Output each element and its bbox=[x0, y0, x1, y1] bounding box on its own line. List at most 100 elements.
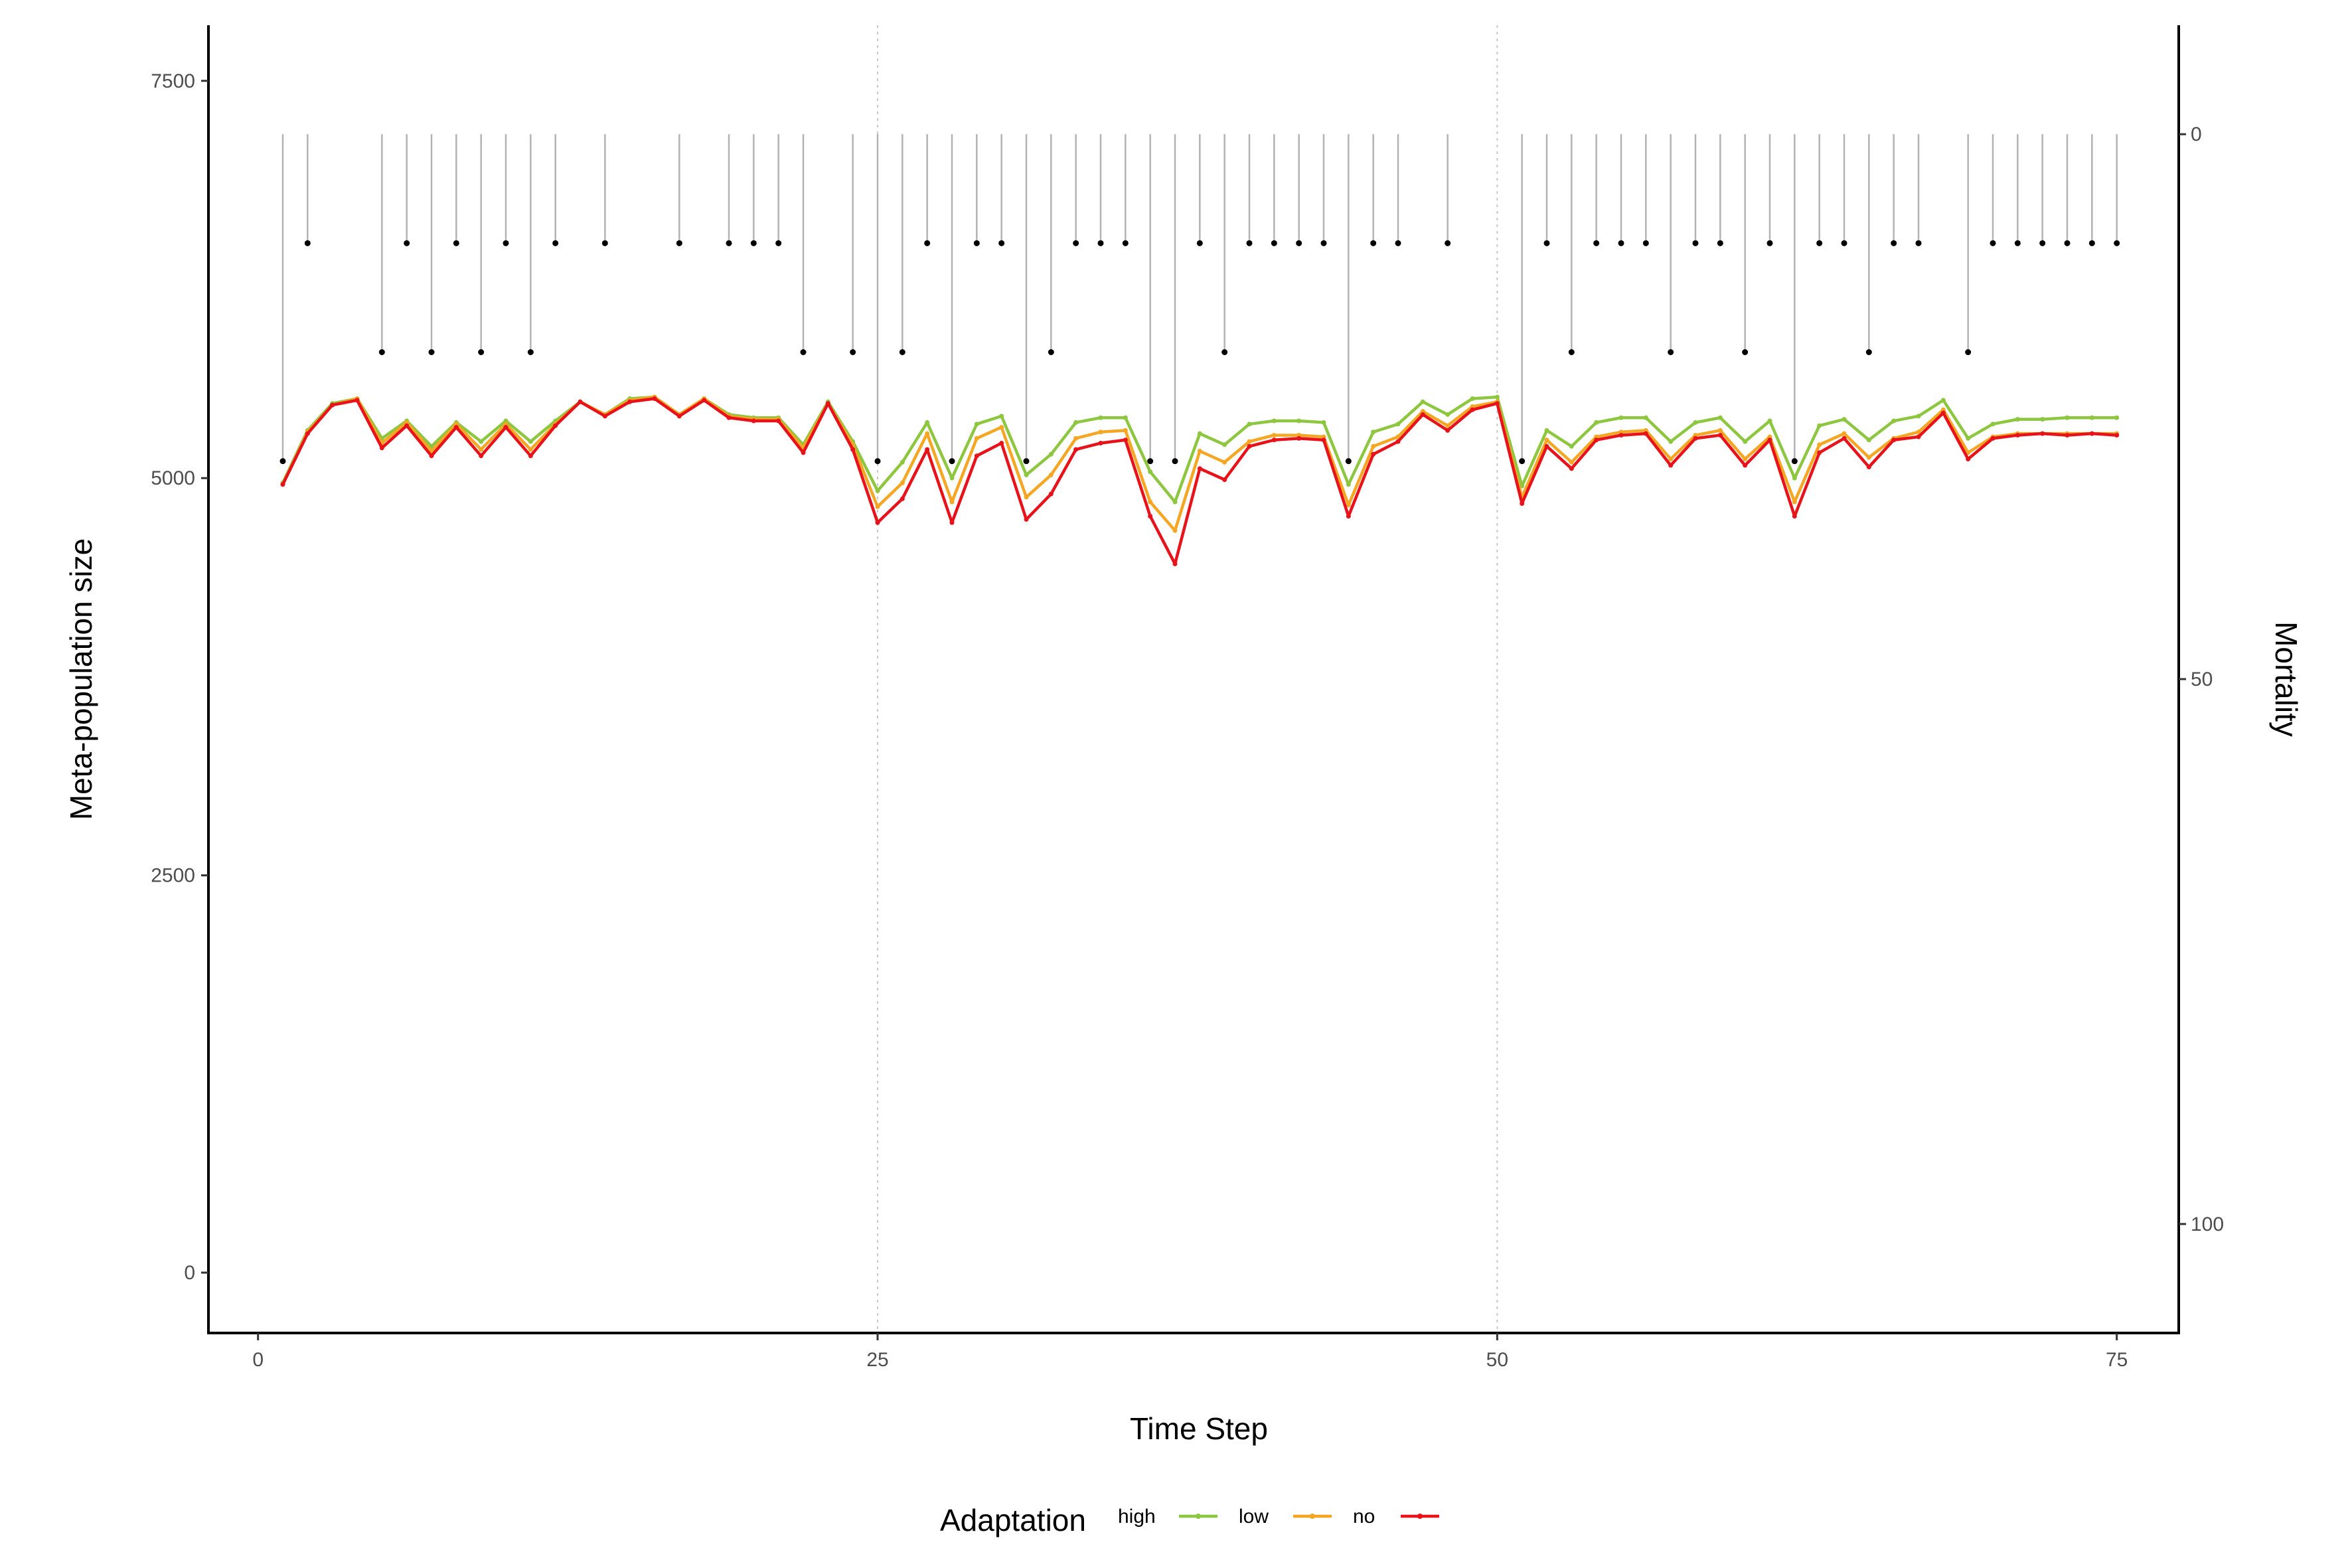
series-point-high-39 bbox=[1222, 442, 1227, 447]
series-point-high-33 bbox=[1073, 420, 1079, 425]
series-point-high-63 bbox=[1817, 423, 1822, 428]
legend-key-point-low bbox=[1310, 1514, 1315, 1519]
series-point-low-53 bbox=[1569, 459, 1574, 465]
series-point-no-28 bbox=[949, 520, 955, 525]
series-point-low-44 bbox=[1346, 503, 1351, 508]
mortality-point-45 bbox=[1370, 240, 1377, 246]
series-point-high-50 bbox=[1494, 394, 1500, 400]
x-tick-label-50: 50 bbox=[1486, 1349, 1508, 1371]
mortality-point-66 bbox=[1891, 240, 1897, 246]
series-point-low-65 bbox=[1866, 455, 1871, 460]
series-point-high-71 bbox=[2015, 417, 2020, 422]
series-point-low-48 bbox=[1445, 423, 1450, 428]
series-point-no-59 bbox=[1717, 433, 1723, 438]
y2-tick-label-0: 0 bbox=[2191, 123, 2202, 145]
series-point-no-10 bbox=[503, 425, 509, 430]
series-point-no-61 bbox=[1767, 437, 1772, 443]
mortality-point-22 bbox=[800, 349, 807, 355]
series-point-high-43 bbox=[1321, 420, 1326, 425]
series-point-low-46 bbox=[1395, 434, 1401, 439]
series-point-no-27 bbox=[925, 447, 930, 452]
series-point-high-27 bbox=[925, 420, 930, 425]
legend-key-point-no bbox=[1417, 1514, 1423, 1519]
series-point-high-47 bbox=[1420, 399, 1425, 404]
series-point-no-69 bbox=[1966, 456, 1971, 461]
series-point-no-49 bbox=[1470, 407, 1475, 412]
series-point-no-75 bbox=[2114, 433, 2120, 438]
mortality-point-60 bbox=[1742, 349, 1749, 355]
series-point-low-25 bbox=[875, 504, 880, 509]
y-tick-label-2500: 2500 bbox=[151, 865, 195, 887]
legend-label-high: high bbox=[1118, 1506, 1156, 1528]
mortality-point-29 bbox=[973, 240, 980, 246]
series-point-no-6 bbox=[404, 423, 410, 428]
series-point-no-62 bbox=[1792, 514, 1797, 519]
series-point-low-49 bbox=[1470, 404, 1475, 409]
series-point-high-72 bbox=[2040, 417, 2045, 422]
series-point-no-60 bbox=[1743, 463, 1748, 468]
mortality-point-9 bbox=[478, 349, 485, 355]
x-tick-label-75: 75 bbox=[2106, 1349, 2128, 1371]
x-tick-label-0: 0 bbox=[252, 1349, 264, 1371]
series-point-no-26 bbox=[900, 496, 905, 501]
mortality-point-58 bbox=[1692, 240, 1699, 246]
series-point-high-11 bbox=[528, 439, 533, 444]
series-point-no-35 bbox=[1123, 437, 1128, 443]
series-point-low-39 bbox=[1222, 459, 1227, 465]
series-point-no-20 bbox=[751, 418, 756, 424]
legend-key-point-high bbox=[1196, 1514, 1201, 1519]
series-point-low-6 bbox=[404, 420, 410, 425]
series-point-no-36 bbox=[1148, 514, 1153, 519]
series-point-high-36 bbox=[1148, 469, 1153, 475]
series-point-high-37 bbox=[1172, 499, 1178, 505]
series-point-low-37 bbox=[1172, 528, 1178, 533]
series-point-low-55 bbox=[1618, 430, 1624, 435]
series-point-no-13 bbox=[578, 399, 583, 404]
series-point-high-65 bbox=[1866, 437, 1871, 443]
series-point-high-69 bbox=[1966, 435, 1971, 441]
mortality-point-37 bbox=[1172, 458, 1178, 465]
mortality-point-48 bbox=[1445, 240, 1451, 246]
series-point-no-55 bbox=[1618, 433, 1624, 438]
mortality-lollipops bbox=[279, 134, 2120, 465]
series-point-high-64 bbox=[1842, 417, 1847, 422]
mortality-point-75 bbox=[2114, 240, 2120, 246]
series-point-high-29 bbox=[974, 422, 979, 427]
series-point-high-26 bbox=[900, 459, 905, 465]
series-point-high-70 bbox=[1990, 422, 1996, 427]
mortality-point-26 bbox=[899, 349, 905, 355]
series-point-no-54 bbox=[1594, 437, 1599, 443]
series-point-low-57 bbox=[1668, 456, 1674, 461]
mortality-point-56 bbox=[1642, 240, 1649, 246]
series-point-no-4 bbox=[354, 398, 360, 403]
series-point-no-44 bbox=[1346, 514, 1351, 519]
adaptation-series bbox=[280, 394, 2120, 566]
series-point-low-63 bbox=[1817, 442, 1822, 447]
series-point-high-25 bbox=[875, 488, 880, 493]
series-point-high-54 bbox=[1594, 420, 1599, 425]
series-point-no-74 bbox=[2089, 431, 2094, 436]
series-point-no-58 bbox=[1693, 435, 1698, 441]
legend: Adaptation high low no bbox=[940, 1503, 1439, 1537]
series-point-no-47 bbox=[1420, 412, 1425, 417]
series-point-high-73 bbox=[2065, 415, 2070, 420]
series-point-high-59 bbox=[1717, 415, 1723, 420]
series-point-no-24 bbox=[850, 447, 856, 452]
mortality-point-27 bbox=[924, 240, 931, 246]
series-point-no-17 bbox=[676, 414, 682, 419]
series-point-high-44 bbox=[1346, 482, 1351, 487]
mortality-point-65 bbox=[1865, 349, 1872, 355]
mortality-point-34 bbox=[1097, 240, 1104, 246]
mortality-point-40 bbox=[1246, 240, 1253, 246]
series-point-low-42 bbox=[1296, 433, 1302, 438]
series-point-no-1 bbox=[280, 482, 285, 487]
mortality-point-71 bbox=[2014, 240, 2021, 246]
mortality-point-35 bbox=[1122, 240, 1129, 246]
series-point-no-2 bbox=[305, 431, 310, 436]
series-point-high-67 bbox=[1916, 414, 1921, 419]
mortality-point-6 bbox=[404, 240, 410, 246]
series-point-low-43 bbox=[1321, 434, 1326, 439]
series-point-no-25 bbox=[875, 520, 880, 525]
mortality-point-21 bbox=[775, 240, 782, 246]
